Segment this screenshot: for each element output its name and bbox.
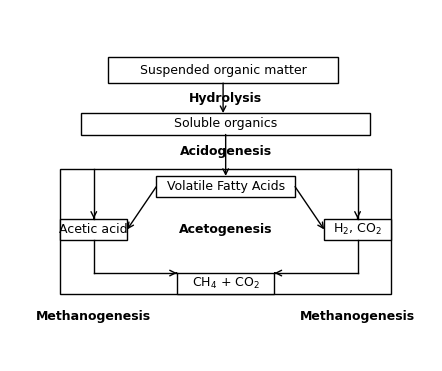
FancyBboxPatch shape xyxy=(177,273,274,295)
Text: Acetogenesis: Acetogenesis xyxy=(179,223,273,236)
Text: H$_2$, CO$_2$: H$_2$, CO$_2$ xyxy=(333,222,382,237)
Text: Acetic acid: Acetic acid xyxy=(60,223,128,236)
FancyBboxPatch shape xyxy=(156,176,295,197)
FancyBboxPatch shape xyxy=(324,219,391,240)
Text: CH$_4$ + CO$_2$: CH$_4$ + CO$_2$ xyxy=(192,276,259,291)
Text: Volatile Fatty Acids: Volatile Fatty Acids xyxy=(167,180,285,193)
FancyBboxPatch shape xyxy=(81,113,370,135)
Text: Suspended organic matter: Suspended organic matter xyxy=(140,64,306,77)
FancyBboxPatch shape xyxy=(61,169,391,295)
Text: Methanogenesis: Methanogenesis xyxy=(300,310,415,323)
FancyBboxPatch shape xyxy=(108,58,338,83)
Text: Hydrolysis: Hydrolysis xyxy=(189,92,263,105)
Text: Methanogenesis: Methanogenesis xyxy=(36,310,151,323)
Text: Acidogenesis: Acidogenesis xyxy=(180,145,272,158)
Text: Soluble organics: Soluble organics xyxy=(174,117,277,130)
FancyBboxPatch shape xyxy=(61,219,127,240)
